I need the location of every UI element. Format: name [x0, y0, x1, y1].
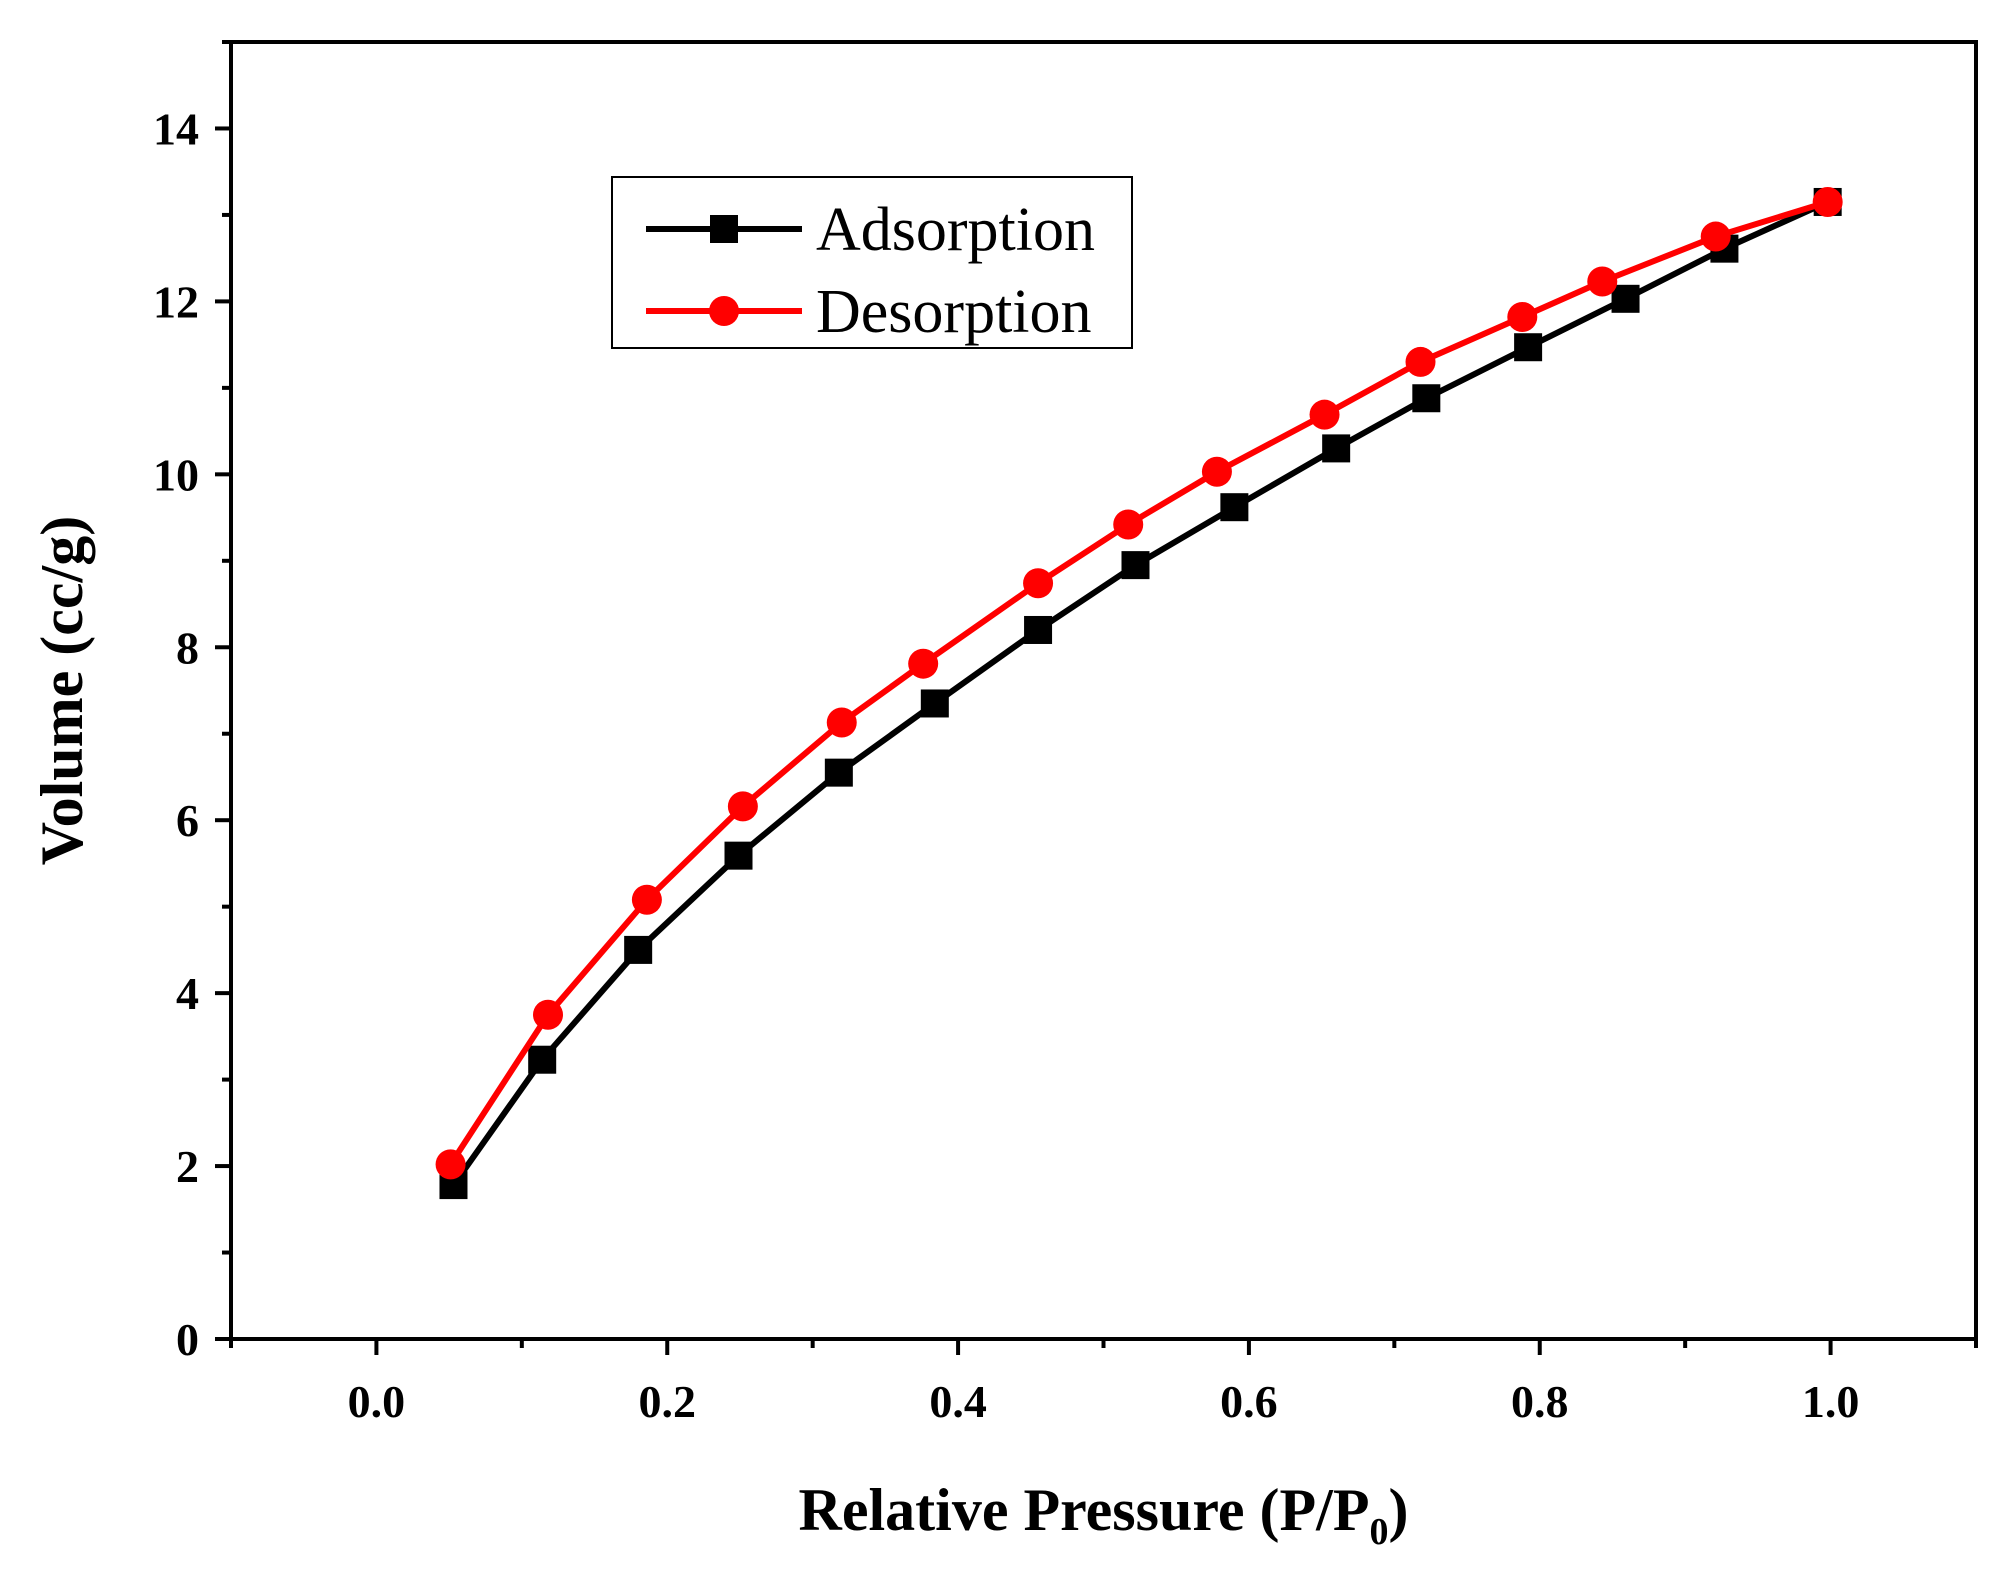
data-point-square	[624, 935, 653, 964]
x-tick-label: 0.6	[1220, 1376, 1278, 1427]
data-point-square	[724, 841, 753, 870]
y-tick-label: 6	[176, 795, 199, 846]
y-tick-label: 4	[176, 968, 199, 1019]
y-tick-label: 0	[176, 1314, 199, 1365]
data-point-circle	[1587, 266, 1618, 297]
data-point-square	[1514, 333, 1543, 362]
x-tick-label: 0.4	[929, 1376, 987, 1427]
data-point-circle	[1023, 568, 1054, 599]
data-point-square	[1611, 284, 1640, 313]
data-point-circle	[1700, 221, 1731, 252]
series-layer	[435, 186, 1843, 1200]
data-point-circle	[1405, 346, 1436, 377]
y-axis-title: Volume (cc/g)	[29, 516, 95, 865]
series-line-adsorption	[451, 199, 1829, 1187]
legend: Adsorption Desorption	[611, 176, 1133, 349]
data-point-circle	[631, 884, 662, 915]
data-point-square	[920, 689, 949, 718]
x-axis-title-suffix: )	[1388, 1477, 1408, 1543]
legend-box	[611, 176, 1133, 349]
data-point-circle	[826, 707, 857, 738]
data-point-square	[824, 758, 853, 787]
axes-layer: 0.0 0.2 0.4 0.6 0.8 1.0 0 2 4 6 8 10 12 14	[153, 40, 1978, 1427]
y-tick-label: 2	[176, 1141, 199, 1192]
y-tick-label: 12	[153, 276, 199, 327]
y-tick-label: 8	[176, 622, 199, 673]
data-point-circle	[435, 1149, 466, 1180]
x-axis-title: Relative Pressure (P/P0)	[799, 1477, 1409, 1553]
data-point-circle	[1201, 456, 1232, 487]
legend-marker-circle	[709, 296, 739, 326]
data-point-square	[1220, 493, 1249, 522]
data-point-square	[1412, 384, 1441, 413]
y-tick-label: 10	[153, 449, 199, 500]
x-axis-title-subscript: 0	[1369, 1511, 1388, 1553]
axis-labels: Relative Pressure (P/P0) Volume (cc/g)	[29, 516, 1408, 1553]
legend-label: Adsorption	[816, 196, 1095, 264]
data-point-circle	[908, 648, 939, 679]
data-point-square	[1121, 551, 1150, 580]
data-point-square	[1322, 434, 1351, 463]
legend-marker-square	[710, 215, 738, 243]
legend-label: Desorption	[816, 278, 1092, 346]
data-point-circle	[1309, 399, 1340, 430]
data-point-square	[528, 1045, 557, 1074]
series-desorption	[435, 186, 1843, 1180]
data-point-circle	[1507, 301, 1538, 332]
x-axis-title-main: Relative Pressure (P/P	[799, 1477, 1370, 1543]
y-tick-label: 14	[153, 103, 199, 154]
data-point-square	[1024, 615, 1053, 644]
data-point-circle	[533, 999, 564, 1030]
legend-entry-desorption: Desorption	[646, 278, 1092, 346]
x-tick-label: 0.0	[348, 1376, 406, 1427]
data-point-circle	[1812, 186, 1843, 217]
x-tick-label: 1.0	[1802, 1376, 1860, 1427]
series-adsorption	[439, 187, 1842, 1200]
legend-entry-adsorption: Adsorption	[646, 196, 1095, 264]
data-point-circle	[727, 791, 758, 822]
x-tick-label: 0.8	[1511, 1376, 1569, 1427]
x-tick-label: 0.2	[639, 1376, 697, 1427]
data-point-circle	[1113, 509, 1144, 540]
